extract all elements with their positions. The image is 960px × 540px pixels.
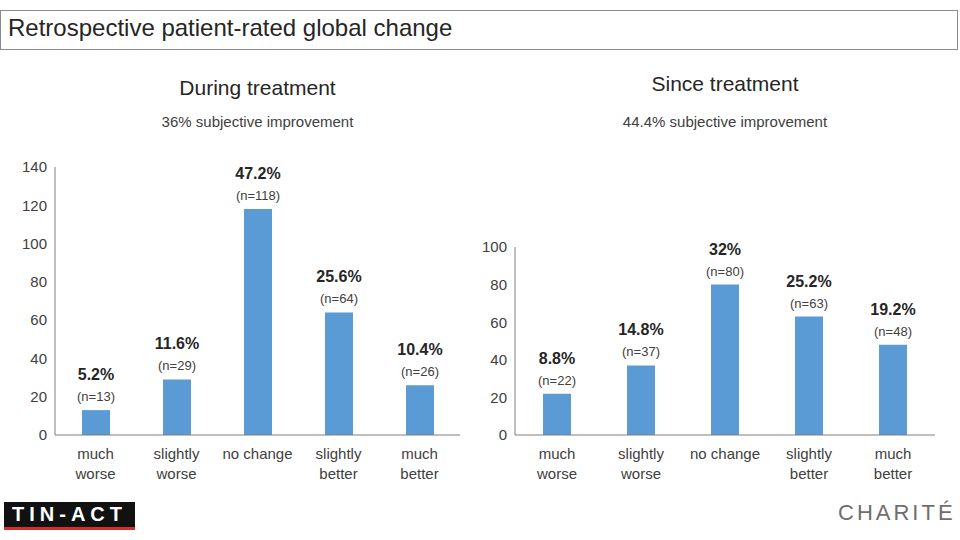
svg-text:slightlybetter: slightlybetter bbox=[316, 445, 362, 482]
html-text:44.4% subjective improvement: 44.4% subjective improvement bbox=[622, 113, 828, 130]
svg-text:19.2%: 19.2% bbox=[870, 301, 915, 318]
svg-text:0: 0 bbox=[499, 426, 507, 443]
svg-text:47.2%: 47.2% bbox=[235, 165, 280, 182]
svg-text:(n=26): (n=26) bbox=[401, 364, 439, 379]
svg-text:5.2%: 5.2% bbox=[78, 366, 114, 383]
svg-text:20: 20 bbox=[490, 389, 507, 406]
svg-text:no change: no change bbox=[690, 445, 760, 462]
svg-text:100: 100 bbox=[482, 238, 507, 255]
svg-text:(n=22): (n=22) bbox=[538, 373, 576, 388]
svg-text:60: 60 bbox=[490, 314, 507, 331]
svg-text:140: 140 bbox=[22, 158, 47, 175]
html-text:36% subjective improvement: 36% subjective improvement bbox=[161, 113, 354, 130]
svg-text:muchworse: muchworse bbox=[74, 445, 115, 482]
svg-text:(n=63): (n=63) bbox=[790, 296, 828, 311]
html-text:CHARITÉ: CHARITÉ bbox=[838, 500, 956, 525]
svg-text:25.2%: 25.2% bbox=[786, 273, 831, 290]
svg-text:no change: no change bbox=[222, 445, 292, 462]
svg-text:32%: 32% bbox=[709, 241, 741, 258]
html-text:Retrospective patient-rated gl: Retrospective patient-rated global chang… bbox=[8, 14, 453, 41]
svg-text:(n=64): (n=64) bbox=[320, 291, 358, 306]
svg-text:slightlybetter: slightlybetter bbox=[786, 445, 832, 482]
svg-text:muchbetter: muchbetter bbox=[874, 445, 912, 482]
html-text:Since treatment: Since treatment bbox=[651, 72, 799, 95]
svg-text:(n=80): (n=80) bbox=[706, 264, 744, 279]
svg-text:(n=48): (n=48) bbox=[874, 324, 912, 339]
svg-text:(n=37): (n=37) bbox=[622, 344, 660, 359]
svg-text:(n=29): (n=29) bbox=[158, 358, 196, 373]
svg-text:(n=13): (n=13) bbox=[77, 389, 115, 404]
svg-text:10.4%: 10.4% bbox=[397, 341, 442, 358]
svg-text:8.8%: 8.8% bbox=[539, 350, 575, 367]
svg-text:120: 120 bbox=[22, 197, 47, 214]
svg-text:80: 80 bbox=[30, 273, 47, 290]
svg-text:14.8%: 14.8% bbox=[618, 321, 663, 338]
svg-text:slightlyworse: slightlyworse bbox=[154, 445, 200, 482]
svg-text:muchbetter: muchbetter bbox=[400, 445, 438, 482]
html-text:During treatment: During treatment bbox=[179, 76, 336, 99]
svg-text:slightlyworse: slightlyworse bbox=[618, 445, 664, 482]
svg-text:25.6%: 25.6% bbox=[316, 268, 361, 285]
svg-text:0: 0 bbox=[39, 426, 47, 443]
svg-text:muchworse: muchworse bbox=[536, 445, 577, 482]
svg-text:60: 60 bbox=[30, 311, 47, 328]
svg-text:40: 40 bbox=[490, 351, 507, 368]
svg-text:(n=118): (n=118) bbox=[236, 188, 280, 203]
svg-text:11.6%: 11.6% bbox=[155, 335, 199, 352]
html-text:TIN-ACT: TIN-ACT bbox=[12, 503, 127, 525]
svg-text:100: 100 bbox=[22, 235, 47, 252]
svg-text:80: 80 bbox=[490, 276, 507, 293]
svg-text:40: 40 bbox=[30, 350, 47, 367]
svg-text:20: 20 bbox=[30, 388, 47, 405]
